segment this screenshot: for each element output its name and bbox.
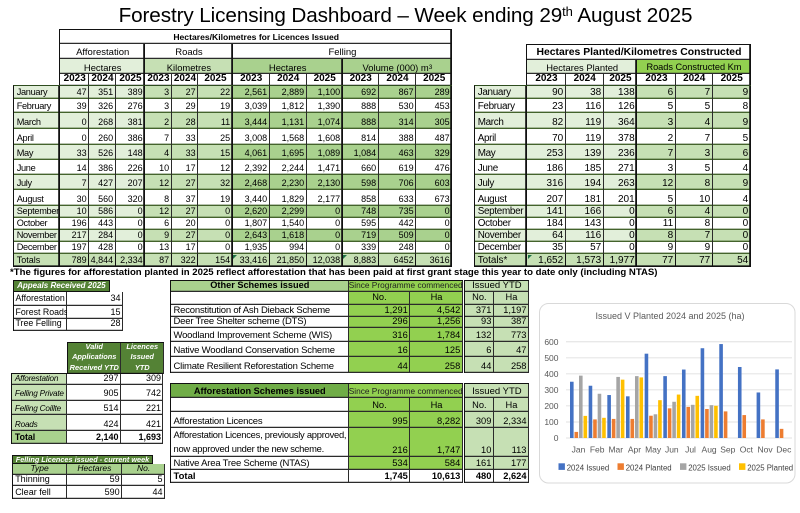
svg-text:300: 300 [544,385,558,395]
svg-text:400: 400 [544,369,558,379]
svg-text:May: May [645,445,662,455]
svg-text:Apr: Apr [628,445,641,455]
svg-text:Issued V Planted 2024 and 2025: Issued V Planted 2024 and 2025 (ha) [595,311,744,321]
svg-text:2025 Planted: 2025 Planted [747,463,793,472]
svg-text:500: 500 [544,353,558,363]
svg-text:200: 200 [544,401,558,411]
svg-text:100: 100 [544,417,558,427]
svg-text:2024 Planted: 2024 Planted [626,463,672,472]
svg-text:Feb: Feb [590,445,605,455]
svg-text:2025 Issued: 2025 Issued [688,463,730,472]
svg-text:2024 Issued: 2024 Issued [567,463,609,472]
svg-text:Jul: Jul [685,445,696,455]
svg-text:Jan: Jan [572,445,586,455]
svg-text:Jun: Jun [665,445,679,455]
svg-text:600: 600 [544,337,558,347]
svg-text:Oct: Oct [740,445,754,455]
svg-text:Aug: Aug [702,445,717,455]
svg-text:Mar: Mar [608,445,623,455]
svg-text:Nov: Nov [758,445,774,455]
svg-text:0: 0 [554,433,559,443]
svg-text:Dec: Dec [776,445,792,455]
svg-text:Sep: Sep [720,445,735,455]
